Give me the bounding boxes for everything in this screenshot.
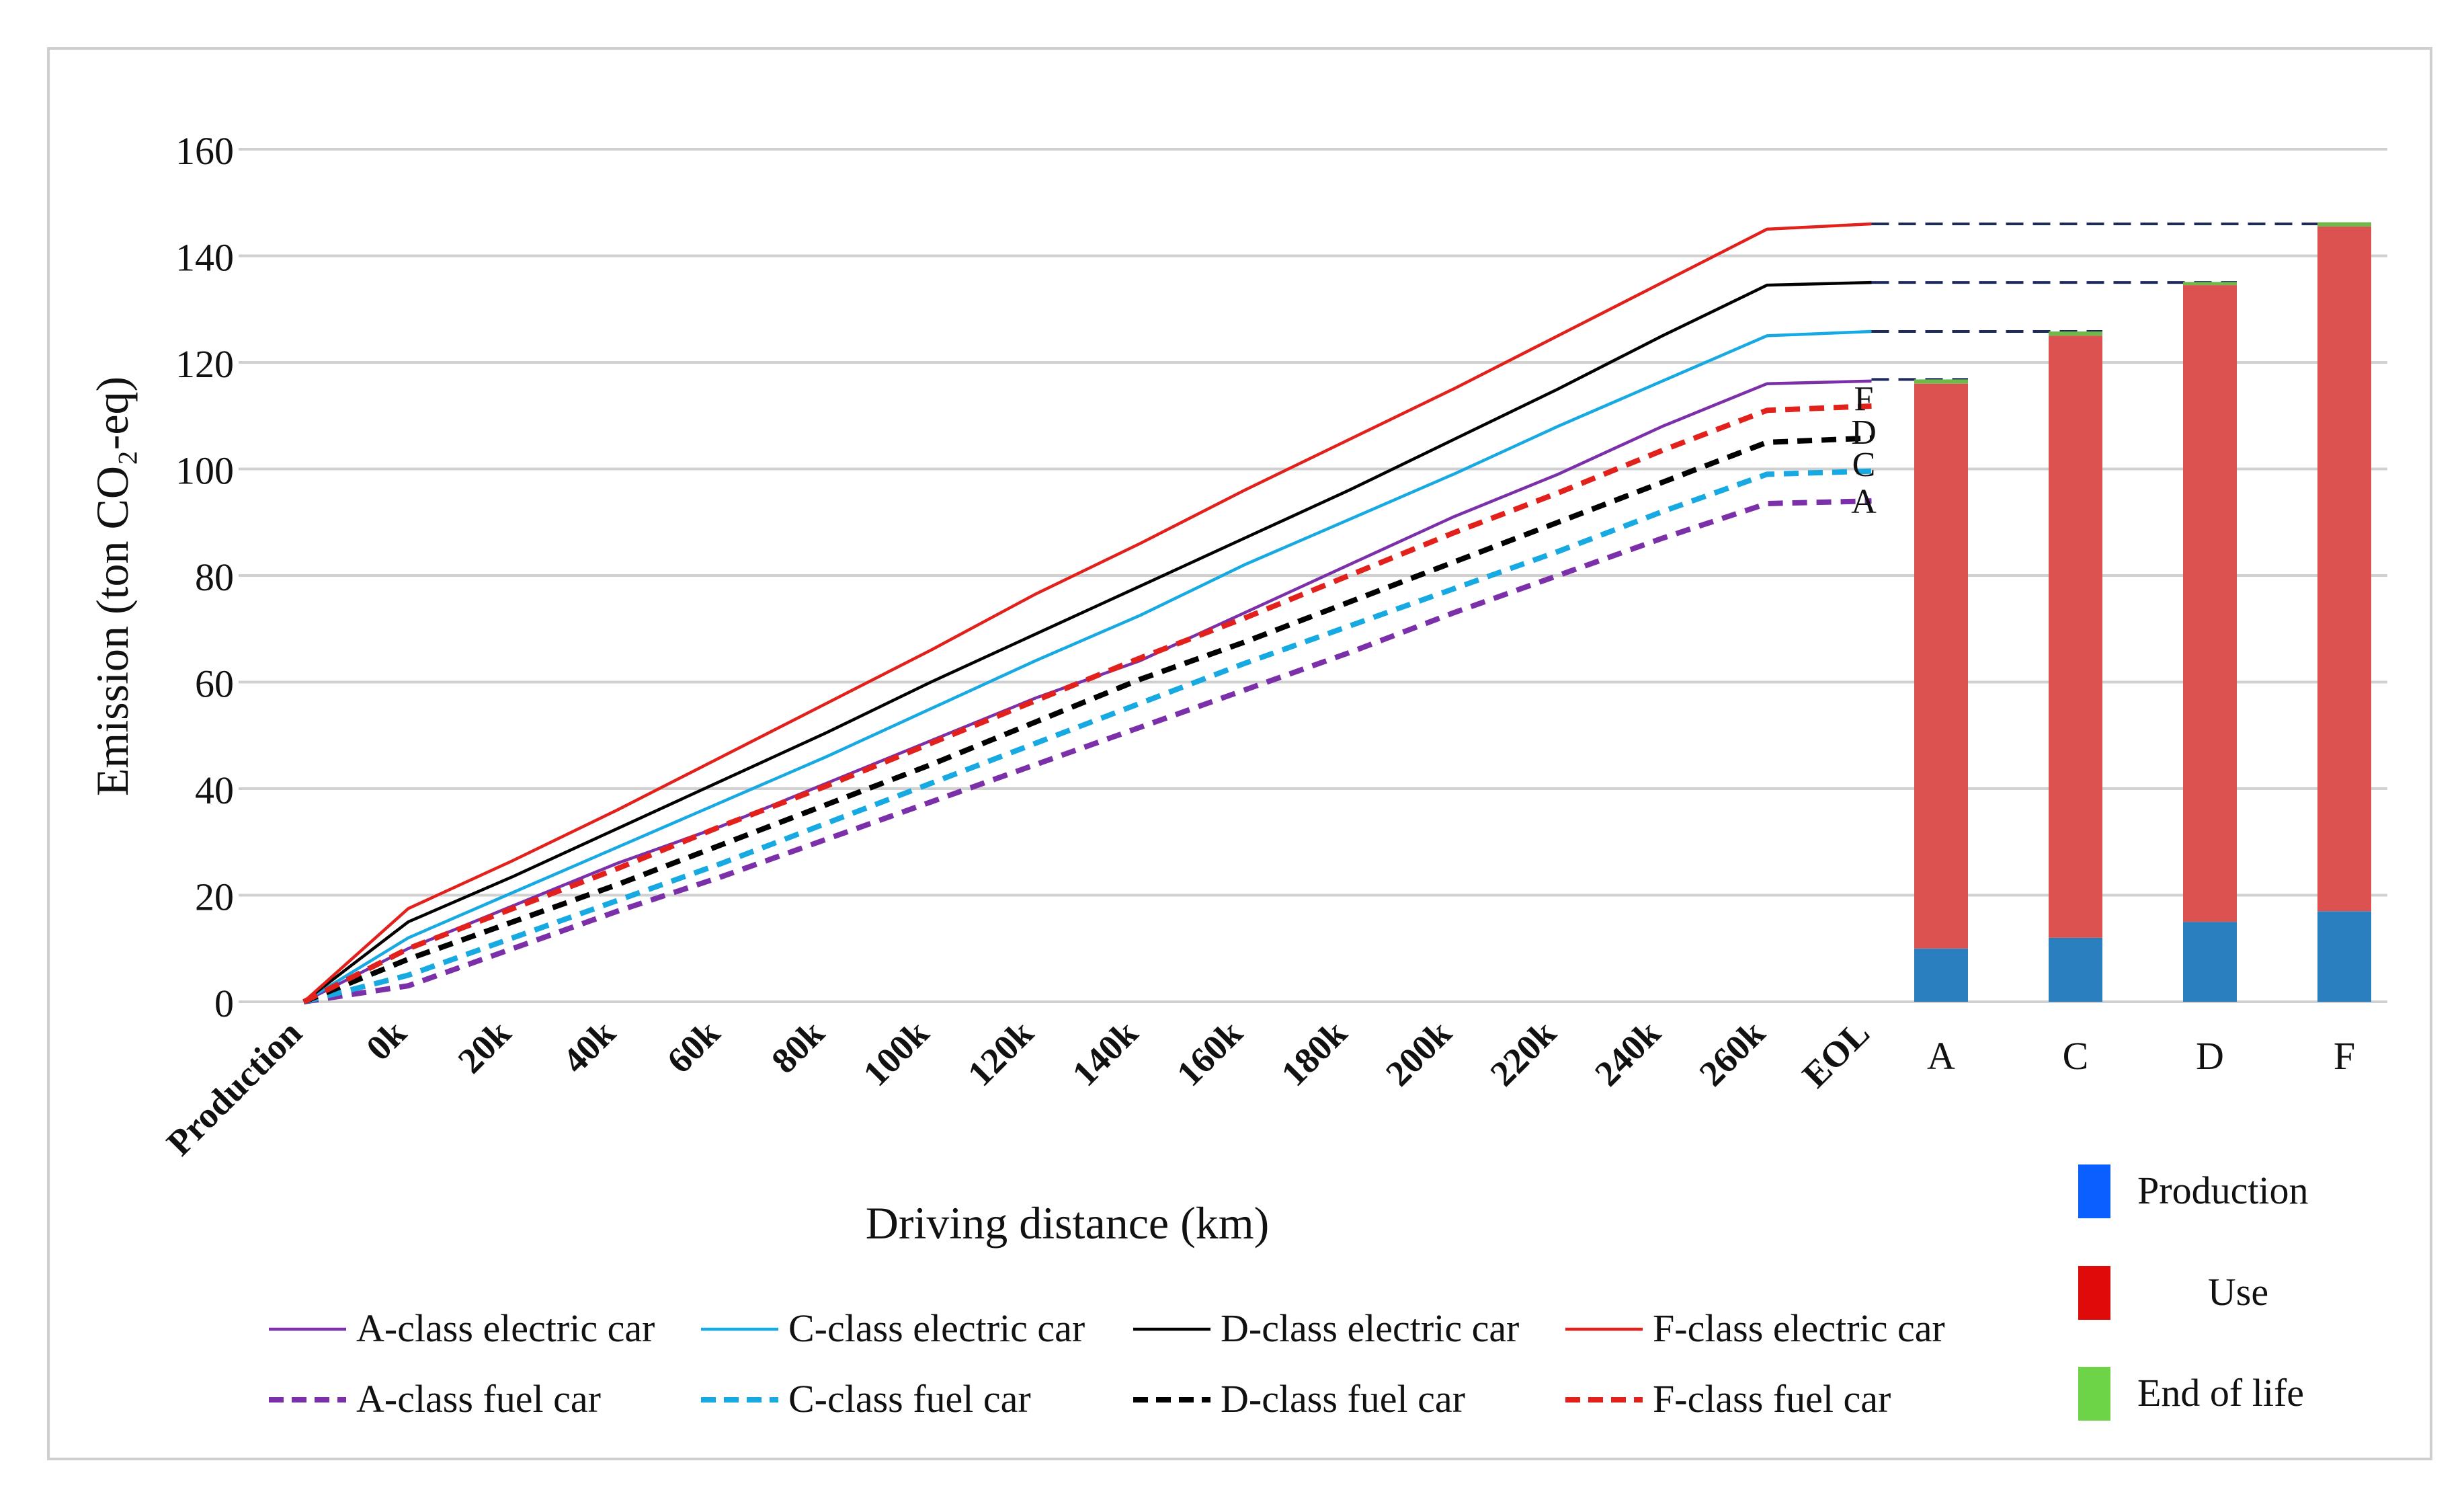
bar-category-label: D: [2196, 1034, 2224, 1078]
bar-D-end-of-life: [2183, 282, 2237, 286]
bar-legend-label: End of life: [2137, 1371, 2304, 1415]
series-lines: [302, 222, 1872, 1004]
series-line-c-class-electric-car: [302, 329, 1872, 1003]
bar-legend: Production Use End of life: [2078, 1164, 2309, 1421]
end-label: F: [1854, 380, 1874, 418]
gridlines: [239, 148, 2387, 1003]
line-legend: A-class electric car C-class electric car…: [269, 1306, 1945, 1421]
bar-C-end-of-life: [2049, 331, 2102, 336]
bar-F-use: [2317, 226, 2371, 912]
legend-label: F-class electric car: [1653, 1306, 1945, 1350]
y-tick-label: 120: [175, 342, 234, 386]
y-tick-label: 160: [175, 129, 234, 173]
legend-label: D-class fuel car: [1221, 1377, 1465, 1421]
bar-legend-swatch: [2078, 1367, 2110, 1421]
bar-A-production: [1914, 948, 1968, 1002]
legend-label: C-class electric car: [788, 1306, 1085, 1350]
series-line-c-class-fuel-car: [303, 468, 1872, 1004]
bar-legend-swatch: [2078, 1164, 2110, 1218]
y-tick-label: 100: [175, 449, 234, 493]
bar-D-use: [2183, 285, 2237, 922]
bar-category-label: C: [2063, 1034, 2089, 1078]
y-tick-label: 60: [195, 662, 234, 706]
bar-legend-label: Use: [2208, 1270, 2268, 1314]
bar-legend-swatch: [2078, 1266, 2110, 1320]
bar-D-production: [2183, 922, 2237, 1002]
end-label: A: [1851, 483, 1877, 521]
bar-A-end-of-life: [1914, 379, 1968, 384]
legend-label: A-class electric car: [356, 1306, 655, 1350]
bar-category-label: A: [1927, 1034, 1955, 1078]
legend-label: A-class fuel car: [356, 1377, 601, 1421]
legend-label: F-class fuel car: [1653, 1377, 1891, 1421]
series-line-a-class-fuel-car: [303, 498, 1872, 1004]
series-line-f-class-electric-car: [302, 222, 1872, 1003]
y-tick-label: 20: [195, 875, 234, 919]
x-axis-label: Driving distance (km): [866, 1197, 1270, 1249]
bar-A-use: [1914, 383, 1968, 949]
legend-label: C-class fuel car: [788, 1377, 1031, 1421]
bar-F-end-of-life: [2317, 222, 2371, 227]
bar-C-use: [2049, 335, 2102, 938]
stacked-bars: [1914, 222, 2371, 1002]
y-axis-label: Emission (ton CO₂-eq): [87, 377, 138, 796]
bar-legend-label: Production: [2137, 1169, 2309, 1212]
series-line-d-class-fuel-car: [302, 435, 1872, 1004]
end-label: D: [1851, 413, 1877, 452]
y-tick-label: 140: [175, 236, 234, 280]
series-line-d-class-electric-car: [302, 280, 1872, 1003]
y-tick-labels: 0 20 40 60 80 100 120 140 160: [175, 129, 234, 1025]
bar-category-label: F: [2334, 1034, 2355, 1078]
bar-F-production: [2317, 911, 2371, 1002]
series-line-f-class-fuel-car: [302, 403, 1872, 1004]
legend-label: D-class electric car: [1221, 1306, 1519, 1350]
y-tick-label: 80: [195, 555, 234, 599]
bar-C-production: [2049, 937, 2102, 1002]
end-label: C: [1852, 446, 1876, 484]
y-tick-label: 0: [214, 982, 234, 1025]
y-tick-label: 40: [195, 768, 234, 812]
